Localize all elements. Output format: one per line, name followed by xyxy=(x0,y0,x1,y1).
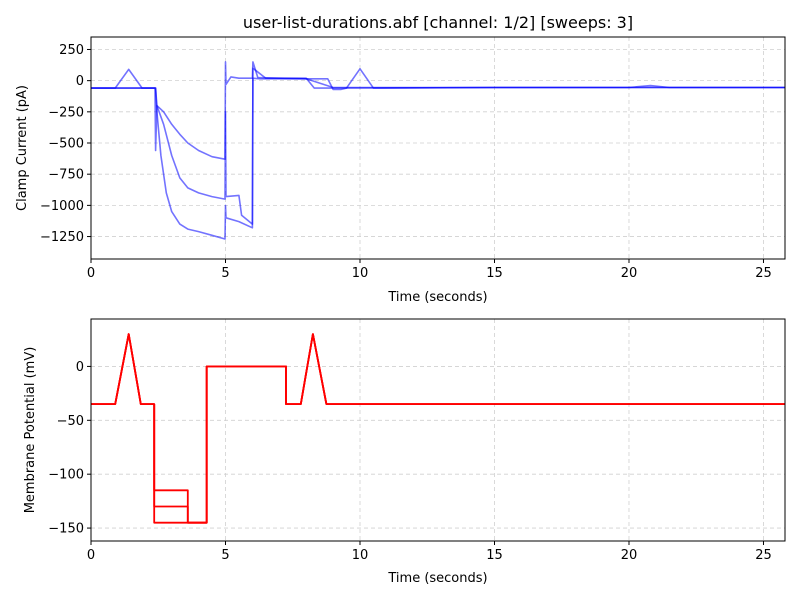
current-series-line-1 xyxy=(91,61,785,160)
potential-plot-frame xyxy=(90,318,786,542)
current-y-tick-label: 250 xyxy=(59,43,84,58)
current-y-tick-label: −1000 xyxy=(40,199,84,214)
potential-y-axis-label: Membrane Potential (mV) xyxy=(23,347,38,514)
potential-x-tick-label: 0 xyxy=(87,548,95,563)
current-series-line-3 xyxy=(91,77,785,240)
potential-y-tick-label: −150 xyxy=(48,522,84,537)
current-x-tick-label: 20 xyxy=(621,266,638,281)
current-series-layer xyxy=(91,61,785,240)
potential-x-tick-label: 5 xyxy=(221,548,229,563)
potential-plot: 0 5 10 15 20 25 0 −50 −100 −150 Time (seconds) Me… xyxy=(23,318,786,586)
potential-y-tick-label: 0 xyxy=(76,360,84,375)
current-plot-frame xyxy=(90,36,786,260)
current-y-axis-label: Clamp Current (pA) xyxy=(15,85,30,211)
current-y-tick-label: 0 xyxy=(76,74,84,89)
current-x-tick-label: 0 xyxy=(87,266,95,281)
potential-y-tick-label: −100 xyxy=(48,468,84,483)
potential-ticks: 0 5 10 15 20 25 0 −50 −100 −150 xyxy=(48,360,771,563)
potential-x-axis-label: Time (seconds) xyxy=(387,571,487,586)
current-y-tick-label: −250 xyxy=(48,105,84,120)
potential-x-tick-label: 25 xyxy=(755,548,772,563)
potential-x-tick-label: 20 xyxy=(621,548,638,563)
potential-x-tick-label: 10 xyxy=(352,548,369,563)
current-series-line-2 xyxy=(91,67,785,225)
current-ticks: 0 5 10 15 20 25 250 0 −250 −500 −750 −1000 −1250 xyxy=(40,43,772,281)
current-y-tick-label: −500 xyxy=(48,137,84,152)
current-x-tick-label: 10 xyxy=(352,266,369,281)
current-y-tick-label: −750 xyxy=(48,168,84,183)
current-x-tick-label: 25 xyxy=(755,266,772,281)
current-x-tick-label: 5 xyxy=(221,266,229,281)
current-y-tick-label: −1250 xyxy=(40,230,84,245)
chart-title: user-list-durations.abf [channel: 1/2] [… xyxy=(243,13,633,32)
potential-y-tick-label: −50 xyxy=(57,414,84,429)
current-x-axis-label: Time (seconds) xyxy=(387,290,487,305)
current-x-tick-label: 15 xyxy=(486,266,503,281)
potential-series-line-3 xyxy=(91,333,785,524)
current-grid xyxy=(90,37,785,259)
potential-x-tick-label: 15 xyxy=(486,548,503,563)
potential-series-layer xyxy=(91,333,785,524)
current-plot: 0 5 10 15 20 25 250 0 −250 −500 −750 −1000 −1250 Tim… xyxy=(15,36,786,305)
